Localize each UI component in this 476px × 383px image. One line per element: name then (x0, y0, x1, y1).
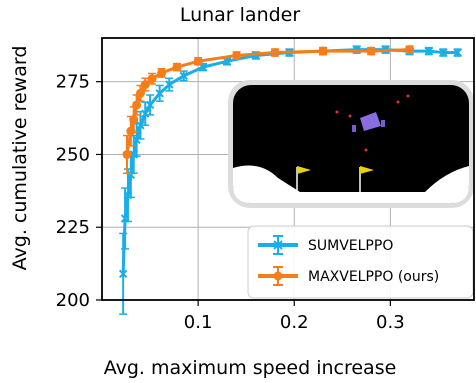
legend-swatch-sumvelppo (258, 235, 298, 255)
inset-moon-surface (233, 165, 469, 203)
data-point-sumvelppo (179, 71, 188, 81)
x-tick-label: 0.2 (280, 312, 309, 333)
legend-swatch-maxvelppo (258, 266, 298, 286)
data-point-maxvelppo (270, 48, 280, 58)
data-point-maxvelppo (366, 46, 376, 56)
data-point-sumvelppo (141, 109, 150, 118)
data-point-sumvelppo (145, 100, 155, 110)
data-point-sumvelppo (222, 57, 232, 66)
flag-right (359, 166, 374, 192)
data-point-sumvelppo (165, 80, 174, 89)
particle-dot (396, 100, 400, 104)
lander-body (360, 112, 381, 131)
y-tick-label: 250 (56, 144, 90, 165)
data-point-sumvelppo (155, 89, 164, 98)
plot-frame (101, 37, 475, 301)
data-point-maxvelppo (140, 80, 150, 90)
data-point-sumvelppo (136, 121, 145, 130)
flag-left (296, 166, 311, 192)
y-axis-label: Avg. cumulative reward (9, 46, 31, 271)
lander-leg-left (352, 125, 356, 132)
inset-image (228, 80, 474, 208)
legend-box (247, 225, 474, 299)
x-tick-label: 0.3 (376, 312, 405, 333)
x-tick-label: 0.1 (184, 312, 213, 333)
y-tick-label: 200 (56, 290, 90, 311)
y-tick-label: 225 (56, 217, 90, 238)
data-point-sumvelppo (453, 48, 462, 57)
data-point-maxvelppo (172, 62, 182, 72)
chart-title: Lunar lander (180, 4, 301, 26)
data-point-maxvelppo (193, 56, 203, 66)
data-point-maxvelppo (232, 50, 242, 60)
particle-dot (348, 114, 352, 118)
data-point-sumvelppo (439, 48, 448, 57)
data-point-sumvelppo (118, 269, 128, 279)
particle-dot (406, 94, 410, 98)
data-point-maxvelppo (318, 46, 328, 56)
lander-sprite (352, 112, 385, 132)
data-point-maxvelppo (132, 100, 142, 110)
legend: SUMVELPPO MAXVELPPO (ours) (247, 225, 474, 299)
inset-sky (233, 85, 469, 203)
data-point-maxvelppo (405, 45, 415, 55)
ticks-layer: 0.1 0.2 0.3 200 225 250 275 (56, 37, 475, 333)
legend-label-maxvelppo: MAXVELPPO (ours) (308, 269, 439, 285)
y-tick-label: 275 (56, 72, 90, 93)
data-point-maxvelppo (122, 149, 132, 159)
lander-leg-right (381, 120, 385, 127)
x-axis-label: Avg. maximum speed increase (104, 357, 397, 379)
data-point-maxvelppo (147, 74, 157, 84)
data-point-maxvelppo (157, 68, 167, 78)
particle-dot (364, 148, 368, 152)
data-point-sumvelppo (424, 46, 434, 56)
legend-label-sumvelppo: SUMVELPPO (308, 238, 393, 254)
data-point-maxvelppo (129, 115, 139, 125)
data-point-sumvelppo (132, 135, 141, 145)
particle-dot (335, 110, 339, 114)
